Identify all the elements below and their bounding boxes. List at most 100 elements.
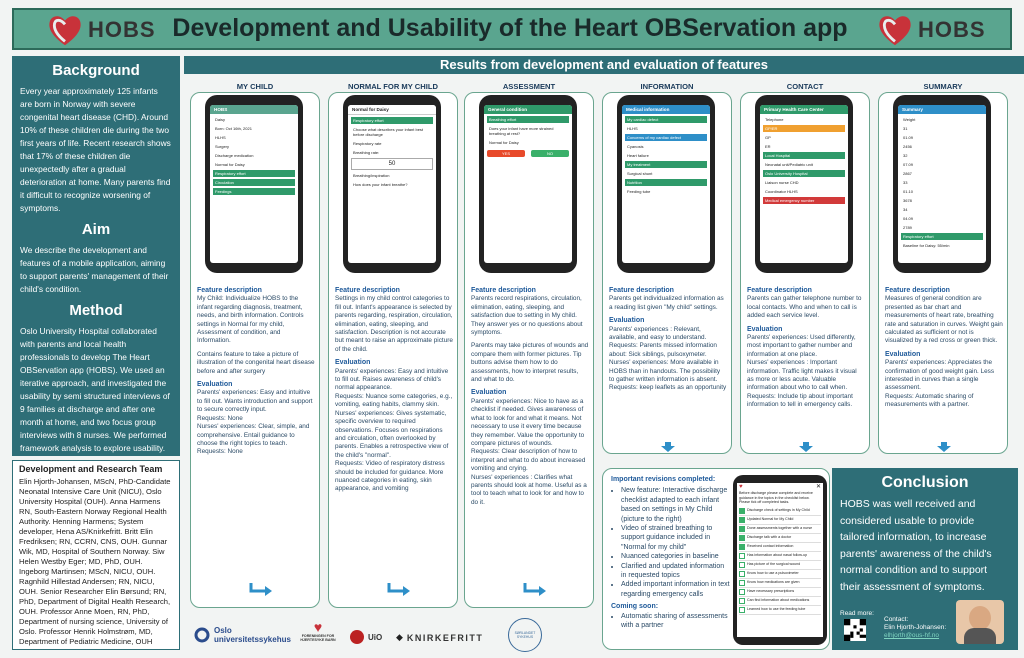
screen-row[interactable]: Respiratory effort bbox=[901, 233, 983, 240]
checklist-row[interactable]: Have necessary prescriptions bbox=[739, 588, 821, 597]
screen-row[interactable]: HLHS bbox=[215, 135, 226, 140]
screen-row[interactable]: Surgery bbox=[215, 144, 230, 149]
screen-row[interactable]: 07.09 bbox=[903, 162, 914, 167]
checkbox-icon[interactable] bbox=[739, 552, 745, 559]
checklist-row[interactable]: Has information about nasal follow-up bbox=[739, 552, 821, 561]
checklist-row[interactable]: Discharge talk with a doctor bbox=[739, 534, 821, 543]
feature-text: Feature description Settings in my child … bbox=[335, 285, 453, 494]
screen-row[interactable]: GP bbox=[765, 135, 771, 140]
screen-row[interactable]: Nutrition bbox=[625, 179, 707, 186]
screen-row[interactable]: Normal for Daisy bbox=[489, 140, 519, 145]
feature-description-text-2: Parents may take pictures of wounds and … bbox=[471, 342, 589, 384]
screen-row[interactable]: Coordinator HLHS bbox=[765, 189, 798, 194]
contact-name: Elin Hjorth-Johansen: bbox=[884, 624, 947, 631]
screen-row[interactable]: Breathing/inspiration bbox=[353, 173, 390, 178]
screen-row[interactable]: Respiratory effort bbox=[213, 170, 295, 177]
checklist-row[interactable]: Know how to use a pulsoximeter bbox=[739, 570, 821, 579]
screen-row[interactable]: Feedings bbox=[213, 188, 295, 195]
screen-row[interactable]: Heart failure bbox=[627, 153, 649, 158]
checkbox-icon[interactable] bbox=[739, 597, 745, 604]
screen-row[interactable]: Breathing rate: bbox=[353, 150, 380, 155]
screen-row[interactable]: Does your infant have more strained brea… bbox=[489, 126, 554, 136]
screen-row[interactable]: Discharge medication bbox=[215, 153, 254, 158]
uio-seal-icon bbox=[350, 630, 364, 644]
checklist-row[interactable]: Done assessments together with a nurse bbox=[739, 525, 821, 534]
checklist-row[interactable]: Updated Normal for My Child bbox=[739, 516, 821, 525]
screen-row[interactable]: Breathing effort bbox=[487, 116, 569, 123]
checkbox-icon[interactable] bbox=[739, 579, 745, 586]
checklist-row[interactable]: Has picture of the surgical wound bbox=[739, 561, 821, 570]
screen-row[interactable]: 50 bbox=[351, 158, 433, 170]
screen-row[interactable]: Choose what describes your infant best b… bbox=[353, 127, 424, 137]
checkbox-icon[interactable] bbox=[739, 516, 745, 523]
screen-row[interactable]: Normal for Daisy bbox=[215, 162, 245, 167]
checkbox-icon[interactable] bbox=[739, 507, 745, 514]
app-screen: Summary Weight 31 01.09 2456 32 07.09 2867 33 01.… bbox=[898, 105, 986, 263]
screen-row[interactable]: NO bbox=[531, 150, 569, 157]
close-icon[interactable]: ✕ bbox=[815, 484, 821, 490]
screen-row[interactable]: Born: Oct 16th, 2021 bbox=[215, 126, 252, 131]
screen-row[interactable]: 01.10 bbox=[903, 189, 914, 194]
screen-row[interactable]: 34 bbox=[903, 207, 908, 212]
screen-row[interactable]: My cardiac defect bbox=[625, 116, 707, 123]
screen-row[interactable]: 2867 bbox=[903, 171, 912, 176]
screen-row[interactable]: Telephone bbox=[765, 117, 784, 122]
checklist-row[interactable]: Learned how to use the feeding tube bbox=[739, 606, 821, 615]
feature-card: HOBS Daisy Born: Oct 16th, 2021 HLHS Surgery… bbox=[190, 92, 320, 608]
screen-row[interactable]: 2789 bbox=[903, 225, 912, 230]
checkbox-icon[interactable] bbox=[739, 543, 745, 550]
screen-row[interactable]: Concerns of my cardiac defect bbox=[625, 134, 707, 141]
screen-row[interactable]: Liaison nurse CHD bbox=[765, 180, 799, 185]
checklist-row[interactable]: Received contact information bbox=[739, 543, 821, 552]
feature-card: Medical information My cardiac defect HLHS… bbox=[602, 92, 732, 454]
screen-row[interactable]: My treatment bbox=[625, 161, 707, 168]
checkbox-icon[interactable] bbox=[739, 561, 745, 568]
screen-row[interactable]: Feeding tube bbox=[627, 189, 651, 194]
screen-row[interactable]: HLHS bbox=[627, 126, 638, 131]
screen-row[interactable]: 31 bbox=[903, 126, 908, 131]
checklist-label: Know how to use a pulsoximeter bbox=[747, 571, 799, 576]
checklist-row[interactable]: Discharge check of settings in My Child bbox=[739, 507, 821, 516]
screen-row[interactable]: Daisy bbox=[215, 117, 226, 122]
checklist-row[interactable]: Can find information about medications bbox=[739, 597, 821, 606]
screen-title: Normal for Daisy bbox=[348, 105, 436, 115]
screen-row[interactable]: Respiratory effort bbox=[351, 117, 433, 124]
revision-item: Nuanced categories in baseline bbox=[621, 552, 731, 561]
screen-row[interactable]: Local Hospital bbox=[763, 152, 845, 159]
screen-row[interactable]: ER bbox=[765, 144, 771, 149]
screen-row[interactable]: 2456 bbox=[903, 144, 912, 149]
checklist-label: Updated Normal for My Child bbox=[747, 517, 794, 522]
background-text: Every year approximately 125 infants are… bbox=[20, 86, 171, 213]
screen-row[interactable]: 04.09 bbox=[903, 216, 914, 221]
checkbox-icon[interactable] bbox=[739, 588, 745, 595]
background-heading: Background bbox=[52, 62, 140, 79]
screen-row[interactable]: Medical emergency number bbox=[763, 197, 845, 204]
screen-row[interactable]: Cyanosis bbox=[627, 144, 644, 149]
contact-email[interactable]: elhjorth@ous-hf.no bbox=[884, 632, 940, 639]
screen-row[interactable]: GP/ER bbox=[763, 125, 845, 132]
arrow-down-icon bbox=[937, 439, 951, 452]
checklist-title: Before discharge please complete and rec… bbox=[739, 491, 813, 505]
qr-code[interactable] bbox=[844, 619, 866, 641]
screen-row[interactable]: 33 bbox=[903, 180, 908, 185]
parents-requests: Requests: None bbox=[197, 414, 243, 422]
checkbox-icon[interactable] bbox=[739, 534, 745, 541]
screen-row[interactable]: 32 bbox=[903, 153, 908, 158]
checkbox-icon[interactable] bbox=[739, 570, 745, 577]
screen-row[interactable]: Weight bbox=[903, 117, 916, 122]
screen-row[interactable]: How does your infant breathe? bbox=[353, 182, 408, 187]
screen-row[interactable]: Respiratory rate bbox=[353, 141, 382, 146]
checkbox-icon[interactable] bbox=[739, 525, 745, 532]
checklist-row[interactable]: Know how medications are given bbox=[739, 579, 821, 588]
screen-row[interactable]: 01.09 bbox=[903, 135, 914, 140]
uio-logo: UiO bbox=[350, 630, 382, 644]
screen-row[interactable]: Circulation bbox=[213, 179, 295, 186]
contact-label: Contact: bbox=[884, 616, 909, 623]
screen-row[interactable]: Oslo University Hospital bbox=[763, 170, 845, 177]
screen-row[interactable]: YES bbox=[487, 150, 525, 157]
screen-row[interactable]: Surgical shunt bbox=[627, 171, 653, 176]
checkbox-icon[interactable] bbox=[739, 606, 745, 613]
screen-row[interactable]: Baseline for Daisy: 55/min bbox=[903, 243, 950, 248]
screen-row[interactable]: Neonatal unit/Pediatric unit bbox=[765, 162, 813, 167]
screen-row[interactable]: 3678 bbox=[903, 198, 912, 203]
